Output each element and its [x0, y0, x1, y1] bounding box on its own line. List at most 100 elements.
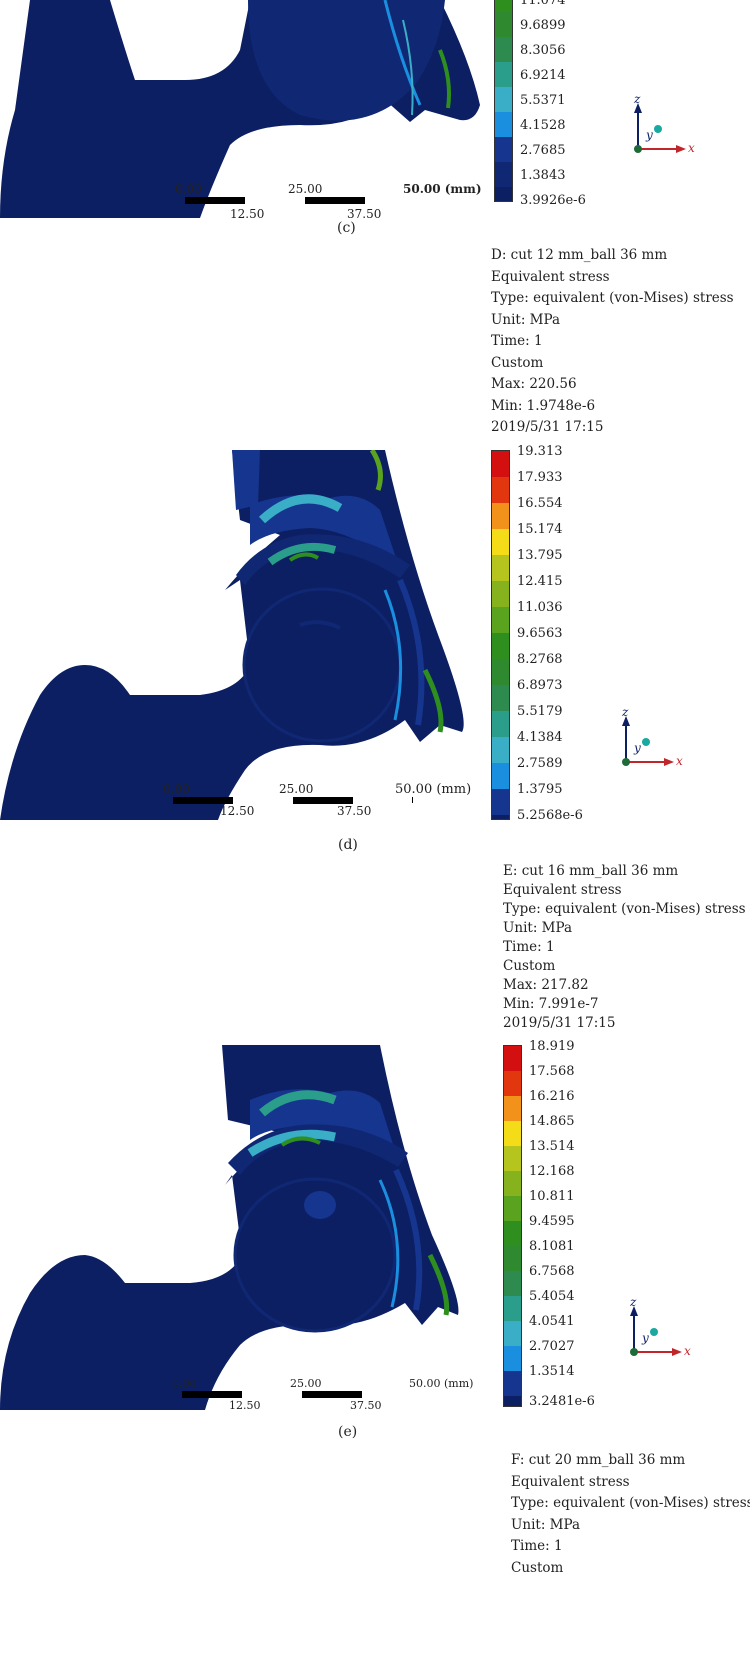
color-legend-bar: [503, 1045, 522, 1407]
legend-label: 1.3795: [517, 782, 563, 797]
axis-label-y: y: [645, 128, 653, 142]
info-line: Type: equivalent (von-Mises) stress: [491, 290, 734, 306]
axis-triad-e: z y x: [629, 1298, 691, 1358]
legend-swatch: [495, 37, 512, 62]
legend-swatch: [504, 1321, 521, 1346]
axis-label-z: z: [621, 708, 629, 719]
info-line: Time: 1: [491, 333, 543, 349]
legend-swatch: [504, 1171, 521, 1196]
legend-label: 1.3843: [520, 168, 566, 183]
legend-swatch: [492, 607, 509, 633]
color-legend-bar: [494, 0, 513, 202]
legend-swatch: [492, 555, 509, 581]
legend-swatch: [492, 633, 509, 659]
scale-label: 0.00: [175, 182, 202, 196]
legend-label: 17.933: [517, 470, 563, 485]
legend-label: 4.1528: [520, 118, 566, 133]
legend-swatch: [504, 1271, 521, 1296]
axis-label-x: x: [688, 141, 695, 155]
legend-label: 2.7685: [520, 143, 566, 158]
scale-bar-segment: [173, 797, 233, 804]
scale-label: 25.00: [279, 782, 314, 796]
legend-swatch: [492, 659, 509, 685]
info-line: Equivalent stress: [511, 1473, 630, 1490]
legend-label: 4.0541: [529, 1314, 575, 1329]
scale-label: 50.00 (mm): [395, 782, 472, 797]
legend-label: 10.811: [529, 1189, 575, 1204]
legend-swatch: [492, 815, 509, 819]
scale-label: 37.50: [337, 804, 372, 818]
info-line: Equivalent stress: [491, 268, 610, 285]
scale-label: 25.00: [288, 182, 323, 196]
scale-bar-segment: [293, 797, 353, 804]
scale-bar-segment: [302, 1391, 362, 1398]
legend-label: 9.6563: [517, 626, 563, 641]
info-line: Type: equivalent (von-Mises) stress: [503, 901, 746, 917]
legend-label: 19.313: [517, 444, 563, 459]
legend-swatch: [504, 1246, 521, 1271]
scale-label: 12.50: [230, 207, 265, 221]
scale-label: 0.00: [163, 782, 190, 796]
figure-caption-c: (c): [337, 220, 356, 236]
legend-label: 13.514: [529, 1139, 575, 1154]
legend-swatch: [492, 451, 509, 477]
legend-label: 11.074: [520, 0, 566, 8]
legend-swatch: [495, 62, 512, 87]
info-line: Unit: MPa: [491, 311, 561, 328]
legend-label: 16.216: [529, 1089, 575, 1104]
axis-label-y: y: [641, 1331, 649, 1345]
legend-swatch: [495, 187, 512, 201]
legend-swatch: [492, 789, 509, 815]
legend-swatch: [504, 1371, 521, 1396]
legend-label: 15.174: [517, 522, 563, 537]
legend-swatch: [504, 1146, 521, 1171]
legend-swatch: [495, 162, 512, 187]
info-line: Max: 220.56: [491, 376, 577, 392]
legend-swatch: [492, 581, 509, 607]
legend-label: 8.1081: [529, 1239, 575, 1254]
legend-label: 5.4054: [529, 1289, 575, 1304]
scale-label: 50.00 (mm): [409, 1377, 474, 1390]
info-line: Max: 217.82: [503, 977, 589, 993]
legend-label: 6.9214: [520, 68, 566, 83]
legend-swatch: [495, 112, 512, 137]
legend-label: 12.415: [517, 574, 563, 589]
legend-swatch: [504, 1396, 521, 1406]
info-line: Time: 1: [503, 939, 555, 955]
simulation-info-f: F: cut 20 mm_ball 36 mm Equivalent stres…: [511, 1450, 750, 1579]
legend-label: 4.1384: [517, 730, 563, 745]
info-line: Unit: MPa: [511, 1516, 581, 1533]
legend-label: 3.9926e-6: [520, 193, 586, 208]
legend-label: 9.4595: [529, 1214, 575, 1229]
legend-label: 1.3514: [529, 1364, 575, 1379]
axis-label-z: z: [633, 95, 641, 106]
legend-swatch: [504, 1296, 521, 1321]
scale-label: 0.00: [172, 1377, 197, 1390]
legend-swatch: [504, 1046, 521, 1071]
info-line: Custom: [511, 1559, 564, 1576]
stress-contour-render-d: [0, 450, 464, 820]
legend-label: 6.7568: [529, 1264, 575, 1279]
legend-label: 2.7027: [529, 1339, 575, 1354]
info-line: Equivalent stress: [503, 882, 622, 898]
legend-label: 3.2481e-6: [529, 1394, 595, 1409]
legend-swatch: [492, 477, 509, 503]
stress-contour-render-e: [0, 1045, 459, 1410]
legend-swatch: [495, 137, 512, 162]
legend-swatch: [495, 0, 512, 12]
scale-label: 12.50: [229, 1399, 261, 1412]
axis-label-x: x: [684, 1344, 691, 1358]
scale-label: 37.50: [347, 207, 382, 221]
figure-caption-e: (e): [338, 1424, 358, 1440]
info-line: Type: equivalent (von-Mises) stress: [511, 1495, 750, 1511]
legend-swatch: [504, 1121, 521, 1146]
simulation-info-d: D: cut 12 mm_ball 36 mm Equivalent stres…: [491, 245, 734, 439]
axis-triad-c: z y x: [633, 95, 695, 155]
info-line: 2019/5/31 17:15: [503, 1015, 616, 1031]
figure-panel-c: [0, 0, 750, 245]
axis-label-y: y: [633, 741, 641, 755]
scale-bar-tick: [412, 797, 413, 803]
legend-swatch: [492, 711, 509, 737]
scale-label: 37.50: [350, 1399, 382, 1412]
color-legend-bar: [491, 450, 510, 820]
